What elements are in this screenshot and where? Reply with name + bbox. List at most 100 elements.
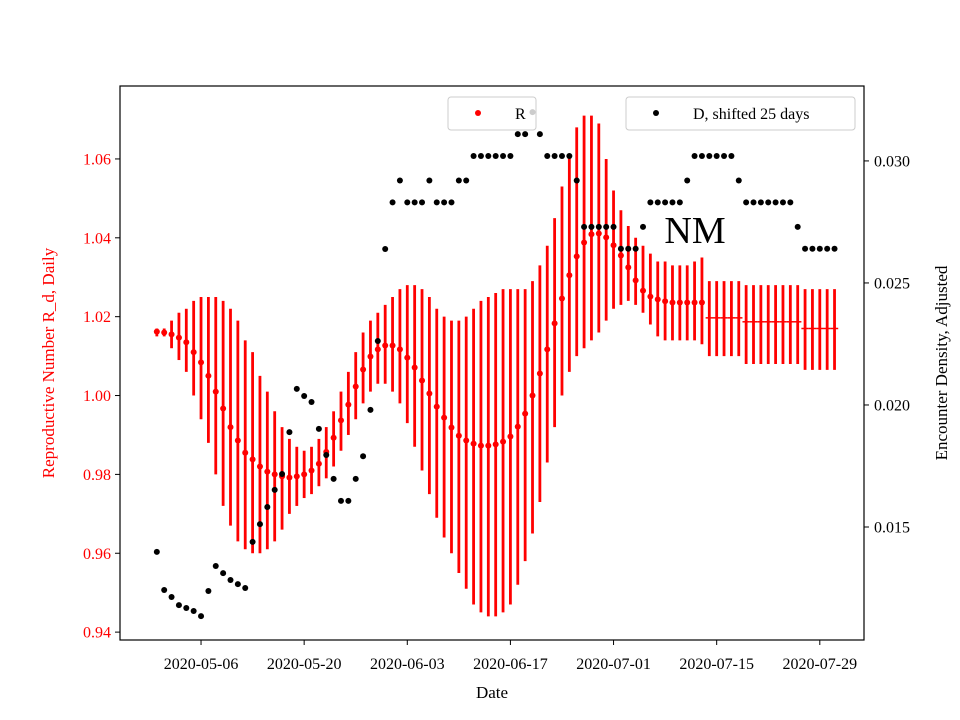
data-point — [161, 329, 168, 336]
data-point — [441, 414, 448, 421]
data-point — [286, 474, 293, 481]
data-point — [234, 581, 241, 588]
data-point — [448, 199, 455, 206]
data-point — [669, 199, 676, 206]
data-point — [205, 372, 212, 379]
data-point — [183, 339, 190, 346]
data-point — [198, 613, 205, 620]
data-point — [463, 437, 470, 444]
data-point — [544, 346, 551, 353]
data-point — [352, 383, 359, 390]
y-tick-label: 1.00 — [83, 388, 111, 405]
data-point — [286, 429, 293, 436]
data-point — [632, 277, 639, 284]
data-point — [558, 153, 565, 160]
data-point — [448, 424, 455, 431]
data-point — [411, 364, 418, 371]
data-point — [323, 452, 330, 459]
data-point — [470, 153, 477, 160]
data-point — [536, 131, 543, 138]
legend: D, shifted 25 days — [625, 96, 856, 131]
data-point — [558, 295, 565, 302]
data-point — [551, 153, 558, 160]
y2-tick-label: 0.030 — [874, 153, 910, 170]
data-point — [662, 298, 669, 305]
y-tick-label: 1.02 — [83, 309, 111, 326]
x-tick-label: 2020-05-06 — [164, 656, 239, 673]
data-point — [536, 370, 543, 377]
data-point — [743, 199, 750, 206]
data-point — [293, 473, 300, 480]
data-point — [382, 342, 389, 349]
data-point — [684, 299, 691, 306]
data-point — [500, 153, 507, 160]
data-point — [691, 153, 698, 160]
data-point — [301, 392, 308, 399]
data-point — [735, 177, 742, 184]
data-point — [382, 246, 389, 253]
data-point — [485, 153, 492, 160]
data-point — [301, 471, 308, 478]
data-point — [374, 346, 381, 353]
data-point — [625, 245, 632, 252]
data-point — [757, 199, 764, 206]
data-point — [492, 153, 499, 160]
legend-label: R — [515, 106, 526, 123]
y-axis-label: Reproductive Number R_d, Daily — [39, 247, 58, 478]
data-point — [470, 440, 477, 447]
data-point — [617, 245, 624, 252]
data-point — [713, 153, 720, 160]
data-point — [345, 497, 352, 504]
data-point — [676, 299, 683, 306]
data-point — [190, 607, 197, 614]
data-point — [477, 442, 484, 449]
data-point — [514, 423, 521, 430]
x-tick-label: 2020-06-17 — [473, 656, 548, 673]
data-point — [315, 460, 322, 467]
y-tick-label: 1.04 — [83, 230, 111, 247]
data-point — [544, 153, 551, 160]
data-point — [610, 223, 617, 230]
x-tick-label: 2020-07-29 — [782, 656, 857, 673]
data-point — [153, 548, 160, 555]
data-point — [802, 245, 809, 252]
data-point — [242, 449, 249, 456]
plot-area — [153, 109, 839, 620]
y2-axis-label: Encounter Density, Adjusted — [932, 265, 951, 460]
data-point — [205, 587, 212, 594]
data-point — [632, 245, 639, 252]
y2-tick-label: 0.015 — [874, 520, 910, 537]
data-point — [640, 287, 647, 294]
data-point — [190, 349, 197, 356]
data-point — [500, 438, 507, 445]
legend-box — [447, 96, 537, 131]
data-point — [242, 585, 249, 592]
data-point — [175, 602, 182, 609]
data-point — [426, 177, 433, 184]
data-point — [183, 605, 190, 612]
data-point — [227, 576, 234, 583]
data-point — [691, 299, 698, 306]
x-axis-label: Date — [476, 683, 508, 702]
y-tick-label: 1.06 — [83, 151, 111, 168]
data-point — [411, 199, 418, 206]
data-point — [441, 199, 448, 206]
data-point — [728, 153, 735, 160]
data-point — [477, 153, 484, 160]
y-tick-label: 0.96 — [83, 546, 111, 563]
data-point — [419, 199, 426, 206]
data-point — [227, 424, 234, 431]
data-point — [426, 390, 433, 397]
annotation: NM — [664, 210, 725, 252]
y-tick-label: 0.94 — [83, 625, 111, 642]
legend: R — [447, 96, 537, 131]
data-point — [249, 456, 256, 463]
data-point — [529, 392, 536, 399]
data-point — [360, 453, 367, 460]
data-point — [698, 153, 705, 160]
data-point — [647, 293, 654, 300]
data-point — [522, 410, 529, 417]
data-point — [772, 199, 779, 206]
data-point — [566, 153, 573, 160]
